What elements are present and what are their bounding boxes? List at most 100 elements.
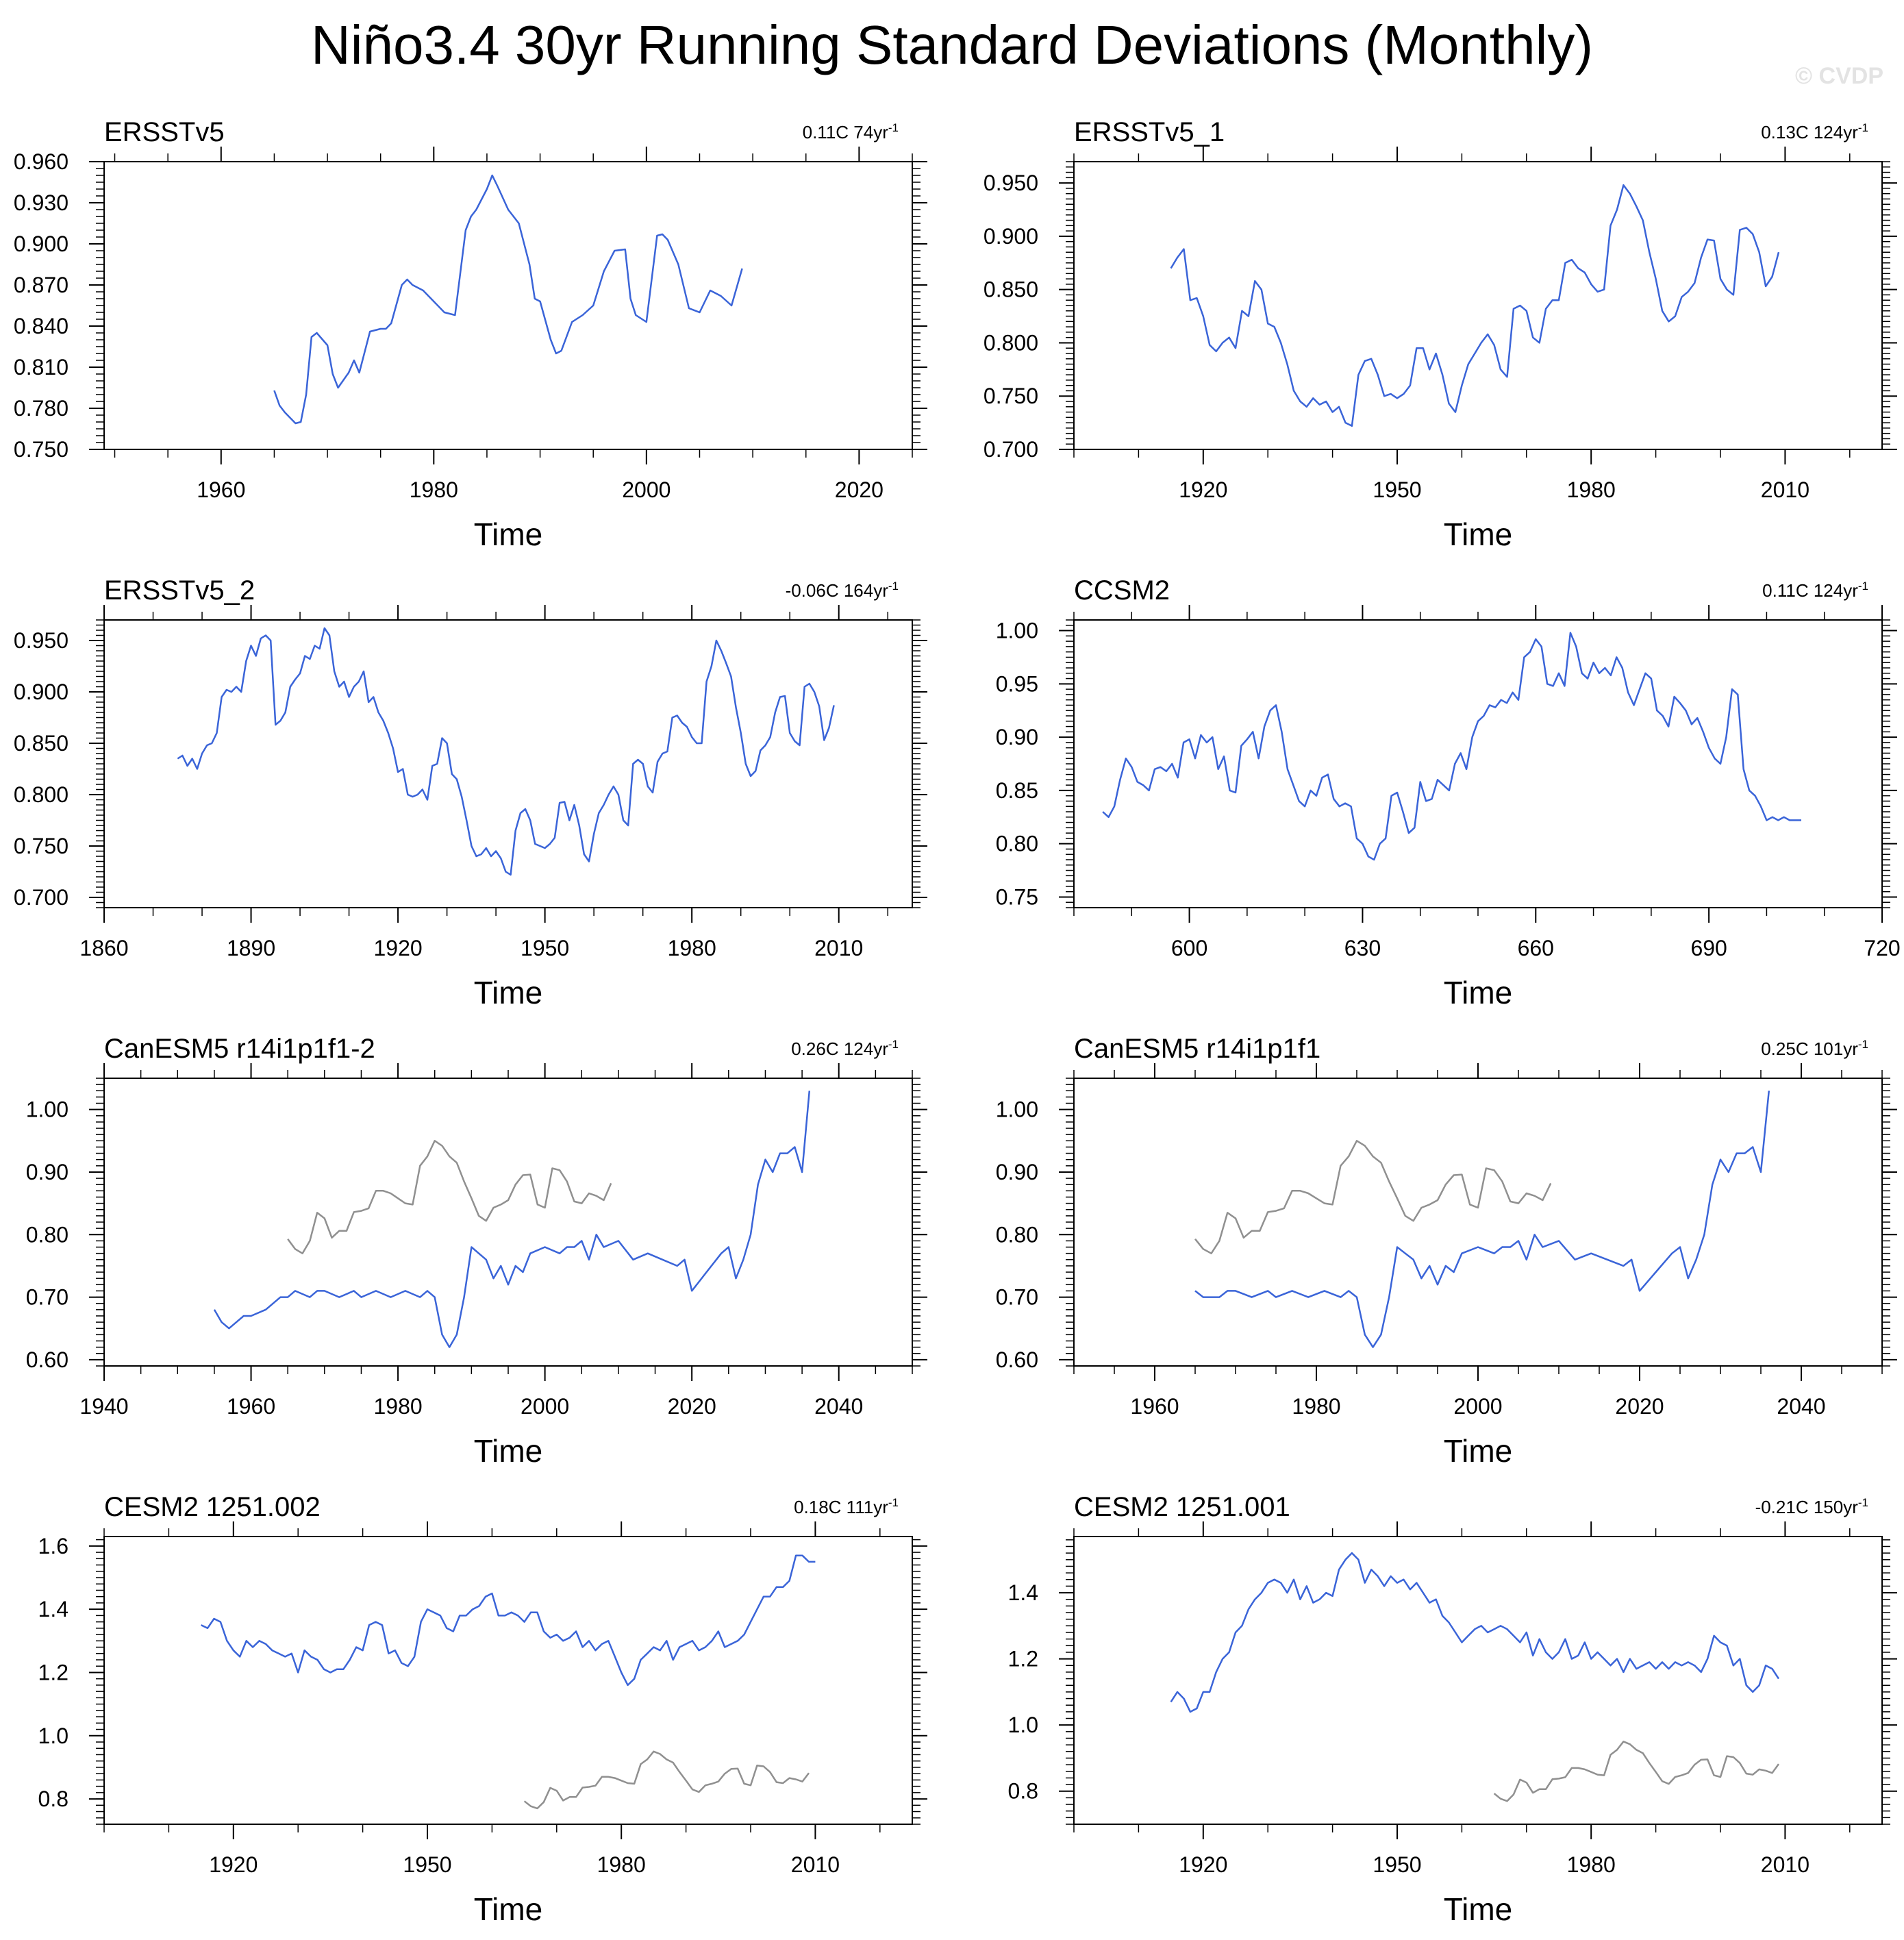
plot-frame: [103, 619, 913, 908]
x-tick-label: 690: [1690, 936, 1727, 960]
x-tick-label: 2000: [622, 477, 671, 502]
x-tick-label: 2020: [668, 1394, 716, 1419]
chart-title: CESM2 1251.001: [1074, 1492, 1290, 1522]
x-axis-label: Time: [1444, 975, 1513, 1010]
y-tick-label: 1.4: [38, 1597, 68, 1621]
x-tick-label: 2010: [791, 1852, 840, 1877]
x-tick-label: 1920: [373, 936, 422, 960]
x-tick-label: 2010: [1761, 1852, 1809, 1877]
trend-label: -0.21C 150yr-1: [1755, 1496, 1868, 1517]
plot-frame: [1073, 1536, 1883, 1825]
x-tick-label: 1940: [79, 1394, 128, 1419]
x-tick-label: 2020: [1615, 1394, 1664, 1419]
y-tick-label: 0.900: [14, 680, 68, 704]
primary-series-line: [273, 174, 743, 425]
plot-frame: [103, 1536, 913, 1825]
chart-panel: CCSM2 0.11C 124yr-1 600 630 660 690 720 0.75 0.8…: [996, 575, 1901, 1010]
x-tick-label: 1980: [1567, 477, 1616, 502]
y-tick-label: 1.2: [38, 1660, 68, 1684]
x-tick-label: 1950: [403, 1852, 451, 1877]
y-tick-label: 1.4: [1008, 1580, 1038, 1605]
x-tick-label: 1890: [227, 936, 275, 960]
y-tick-label: 0.90: [996, 725, 1038, 749]
primary-series-line: [1170, 1552, 1780, 1713]
x-tick-label: 720: [1864, 936, 1900, 960]
primary-series-line: [213, 1091, 811, 1348]
x-axis-label: Time: [474, 1891, 543, 1927]
chart-title: ERSSTv5_1: [1074, 117, 1225, 147]
y-tick-label: 0.930: [14, 190, 68, 215]
y-tick-label: 0.750: [14, 834, 68, 858]
x-tick-label: 1950: [1373, 477, 1421, 502]
y-tick-label: 0.800: [984, 330, 1038, 355]
y-tick-label: 0.750: [14, 437, 68, 462]
x-tick-label: 1920: [1179, 477, 1227, 502]
y-tick-label: 0.90: [996, 1160, 1038, 1184]
y-tick-label: 0.810: [14, 355, 68, 380]
x-axis-label: Time: [1444, 517, 1513, 552]
y-tick-label: 0.90: [26, 1160, 68, 1184]
chart-panel: CanESM5 r14i1p1f1-2 0.26C 124yr-1 1940 1960…: [26, 1034, 927, 1469]
y-tick-label: 1.6: [38, 1534, 68, 1558]
trend-label: 0.13C 124yr-1: [1761, 121, 1868, 142]
primary-series-line: [201, 1554, 816, 1687]
plot-frame: [1073, 161, 1883, 450]
x-tick-label: 2010: [1761, 477, 1809, 502]
reference-series-line: [523, 1750, 810, 1810]
y-tick-label: 0.700: [984, 437, 1038, 462]
plot-frame: [1073, 619, 1883, 908]
trend-label: 0.26C 124yr-1: [791, 1038, 899, 1059]
chart-title: ERSSTv5: [104, 117, 225, 147]
primary-series-line: [1194, 1091, 1770, 1348]
reference-series-line: [1194, 1140, 1552, 1254]
trend-label: 0.18C 111yr-1: [794, 1496, 899, 1517]
y-tick-label: 0.780: [14, 396, 68, 421]
chart-panel: ERSSTv5 0.11C 74yr-1 1960 1980 2000 2020 0.750…: [14, 117, 927, 552]
chart-panel: ERSSTv5_2 -0.06C 164yr-1 1860 1890 1920 1950 1…: [14, 575, 927, 1010]
primary-series-line: [1170, 184, 1780, 427]
y-tick-label: 0.75: [996, 884, 1038, 909]
chart-title: ERSSTv5_2: [104, 575, 255, 606]
y-tick-label: 0.950: [14, 628, 68, 653]
x-tick-label: 630: [1344, 936, 1381, 960]
trend-label: 0.11C 124yr-1: [1762, 580, 1868, 601]
x-tick-label: 1950: [521, 936, 569, 960]
y-tick-label: 1.0: [1008, 1713, 1038, 1737]
y-tick-label: 0.60: [26, 1347, 68, 1372]
y-tick-label: 0.8: [38, 1787, 68, 1811]
primary-series-line: [1102, 632, 1801, 861]
reference-series-line: [1493, 1741, 1780, 1802]
chart-panel: CESM2 1251.001 -0.21C 150yr-1 1920 1950 1980…: [1008, 1492, 1897, 1927]
chart-title: CanESM5 r14i1p1f1: [1074, 1034, 1320, 1064]
x-tick-label: 2040: [814, 1394, 863, 1419]
y-tick-label: 0.80: [996, 1222, 1038, 1247]
x-tick-label: 1960: [227, 1394, 275, 1419]
y-tick-label: 1.00: [26, 1097, 68, 1122]
chart-title: CCSM2: [1074, 575, 1170, 606]
trend-label: 0.11C 74yr-1: [803, 121, 899, 142]
plot-frame: [103, 161, 913, 450]
plot-frame: [103, 1078, 913, 1367]
trend-label: 0.25C 101yr-1: [1761, 1038, 1868, 1059]
x-axis-label: Time: [474, 517, 543, 552]
y-tick-label: 0.95: [996, 671, 1038, 696]
x-tick-label: 1950: [1373, 1852, 1421, 1877]
y-tick-label: 0.900: [14, 232, 68, 256]
x-tick-label: 2040: [1777, 1394, 1825, 1419]
trend-label: -0.06C 164yr-1: [786, 580, 899, 601]
y-tick-label: 0.700: [14, 885, 68, 910]
y-tick-label: 0.80: [996, 832, 1038, 856]
y-tick-label: 0.870: [14, 273, 68, 297]
y-tick-label: 0.750: [984, 384, 1038, 408]
x-tick-label: 1860: [79, 936, 128, 960]
x-tick-label: 1980: [373, 1394, 422, 1419]
y-tick-label: 0.950: [984, 171, 1038, 195]
y-tick-label: 0.900: [984, 224, 1038, 249]
x-tick-label: 1920: [209, 1852, 258, 1877]
y-tick-label: 1.00: [996, 619, 1038, 643]
y-tick-label: 0.60: [996, 1347, 1038, 1372]
plot-frame: [1073, 1078, 1883, 1367]
x-tick-label: 660: [1518, 936, 1554, 960]
chart-panel: CanESM5 r14i1p1f1 0.25C 101yr-1 1960 1980 20…: [996, 1034, 1897, 1469]
